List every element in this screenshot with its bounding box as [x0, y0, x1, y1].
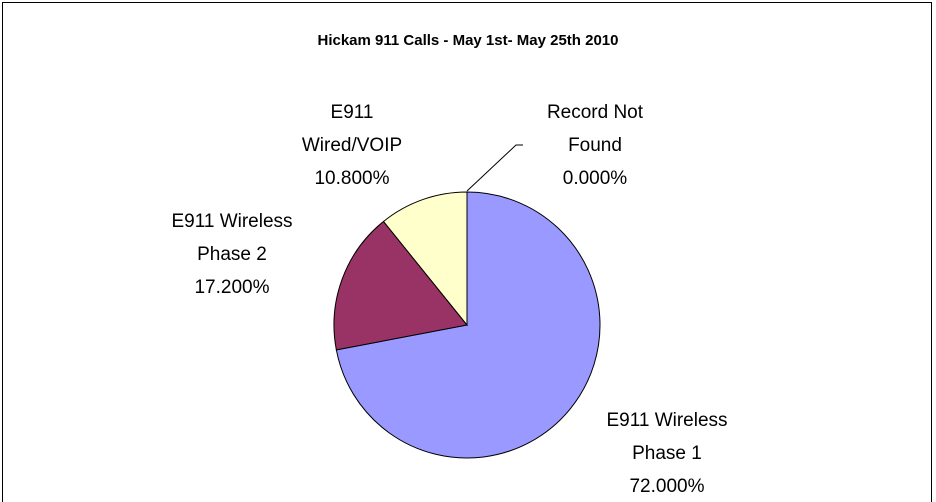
category-label: Record Not Found	[546, 102, 644, 156]
value-label: 72.000%	[629, 476, 705, 497]
category-label: E911 Wired/VOIP	[301, 102, 403, 156]
slice-label: E911 Wired/VOIP 10.800%	[297, 96, 407, 195]
chart-title: Hickam 911 Calls - May 1st- May 25th 201…	[317, 32, 619, 49]
pie-slice	[335, 191, 601, 459]
pie-slice	[382, 191, 468, 327]
category-label: E911 Wireless Phase 1	[606, 410, 728, 464]
pie-slice	[333, 220, 468, 351]
slice-label: Record Not Found 0.000%	[537, 96, 653, 195]
category-label: E911 Wireless Phase 2	[171, 211, 293, 265]
value-label: 0.000%	[562, 168, 628, 189]
leader-line	[466, 144, 523, 192]
value-label: 17.200%	[194, 277, 270, 298]
slice-label: E911 Wireless Phase 1 72.000%	[592, 404, 742, 502]
slice-label: E911 Wireless Phase 2 17.200%	[157, 205, 307, 304]
value-label: 10.800%	[314, 168, 390, 189]
